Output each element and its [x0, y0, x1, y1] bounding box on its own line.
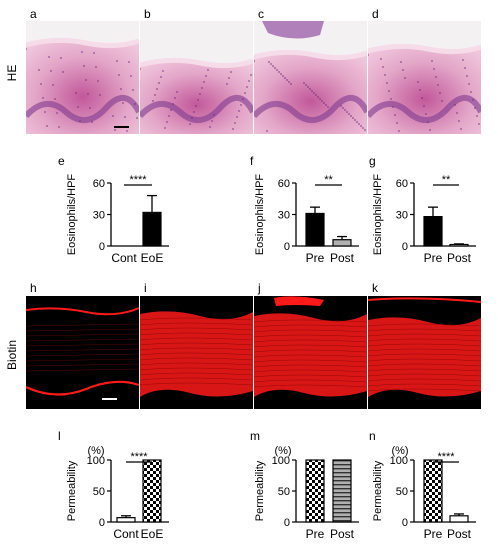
bar-pre — [423, 459, 443, 523]
bar-post — [449, 515, 469, 523]
significance-label: ** — [324, 174, 333, 186]
significance-label: **** — [129, 174, 147, 186]
panel-letter-n: n — [369, 429, 376, 443]
panel-letter-g: g — [369, 154, 376, 168]
panel-letter-b: b — [144, 7, 151, 21]
chart-n: n (%) Permeability 0 50 100 Pre Post **** — [369, 429, 476, 541]
y-tick-label: 100 — [390, 455, 408, 467]
y-tick-label: 30 — [93, 210, 105, 222]
bar-cont — [116, 517, 136, 523]
panel-letter-k: k — [372, 281, 378, 295]
y-tick-label: 0 — [99, 241, 105, 253]
x-tick-label: Cont — [111, 251, 137, 265]
y-axis-label: Eosinophils/HPF — [372, 174, 384, 256]
significance-label: **** — [130, 451, 148, 463]
panel-letter-f: f — [250, 154, 254, 168]
y-tick-label: 50 — [93, 486, 105, 498]
y-tick-label: 100 — [272, 455, 290, 467]
y-tick-label: 60 — [278, 178, 290, 190]
y-tick-label: 30 — [396, 210, 408, 222]
chart-g: g Eosinophils/HPF 0 30 60 Pre Post ** — [369, 154, 476, 265]
y-tick-label: 100 — [87, 455, 105, 467]
bar-eoe — [142, 459, 162, 523]
bar-post — [332, 239, 352, 247]
x-tick-label: Post — [330, 527, 355, 541]
x-tick-label: Post — [447, 527, 472, 541]
bar-post — [449, 243, 469, 247]
y-tick-label: 50 — [396, 486, 408, 498]
panel-letter-l: l — [58, 429, 61, 443]
x-tick-label: Pre — [424, 527, 443, 541]
panel-letter-e: e — [58, 154, 65, 168]
y-tick-label: 30 — [278, 210, 290, 222]
biotin-micrograph-h — [26, 296, 139, 409]
panel-letter-c: c — [258, 7, 264, 21]
y-axis-label: Eosinophils/HPF — [66, 174, 78, 256]
x-tick-label: Post — [330, 251, 355, 265]
y-tick-label: 0 — [402, 241, 408, 253]
bar-pre — [423, 216, 443, 247]
he-micrograph-b — [140, 21, 253, 134]
y-tick-label: 60 — [93, 178, 105, 190]
x-tick-label: Pre — [306, 251, 325, 265]
he-micrograph-c — [254, 21, 367, 134]
row-label-he: HE — [5, 64, 19, 82]
y-unit-label: (%) — [274, 445, 291, 457]
y-axis-label: Eosinophils/HPF — [254, 174, 266, 256]
biotin-micrograph-j — [254, 296, 367, 409]
chart-l: l (%) Permeability 0 50 100 Cont EoE **** — [58, 429, 169, 541]
y-tick-label: 0 — [284, 517, 290, 529]
x-tick-label: EoE — [141, 251, 164, 265]
biotin-micrograph-k — [368, 296, 481, 409]
panel-letter-h: h — [30, 281, 37, 295]
x-tick-label: Post — [447, 251, 472, 265]
bar-eoe — [142, 211, 162, 247]
he-micrograph-a — [26, 21, 139, 134]
panel-letter-a: a — [30, 7, 37, 21]
y-unit-label: (%) — [391, 445, 408, 457]
x-tick-label: Pre — [424, 251, 443, 265]
row-label-biotin: Biotin — [5, 339, 19, 371]
he-micrograph-d — [368, 21, 481, 134]
panel-letter-d: d — [372, 7, 379, 21]
panel-letter-m: m — [250, 429, 260, 443]
chart-m: m (%) Permeability 0 50 100 Pre Post — [250, 429, 359, 541]
y-axis-label: Permeability — [66, 460, 78, 521]
y-tick-label: 0 — [99, 517, 105, 529]
y-unit-label: (%) — [87, 445, 104, 457]
y-tick-label: 60 — [396, 178, 408, 190]
biotin-micrograph-i — [140, 296, 253, 409]
y-tick-label: 50 — [278, 486, 290, 498]
bar-post — [332, 459, 352, 523]
y-axis-label: Permeability — [254, 460, 266, 521]
bar-pre — [305, 212, 325, 247]
y-axis-label: Permeability — [372, 460, 384, 521]
y-tick-label: 0 — [284, 241, 290, 253]
x-tick-label: EoE — [141, 527, 164, 541]
bar-pre — [305, 459, 325, 523]
significance-label: ** — [442, 174, 451, 186]
y-tick-label: 0 — [402, 517, 408, 529]
panel-letter-i: i — [144, 281, 147, 295]
significance-label: **** — [437, 451, 455, 463]
panel-letter-j: j — [258, 281, 261, 295]
x-tick-label: Cont — [113, 527, 139, 541]
x-tick-label: Pre — [306, 527, 325, 541]
